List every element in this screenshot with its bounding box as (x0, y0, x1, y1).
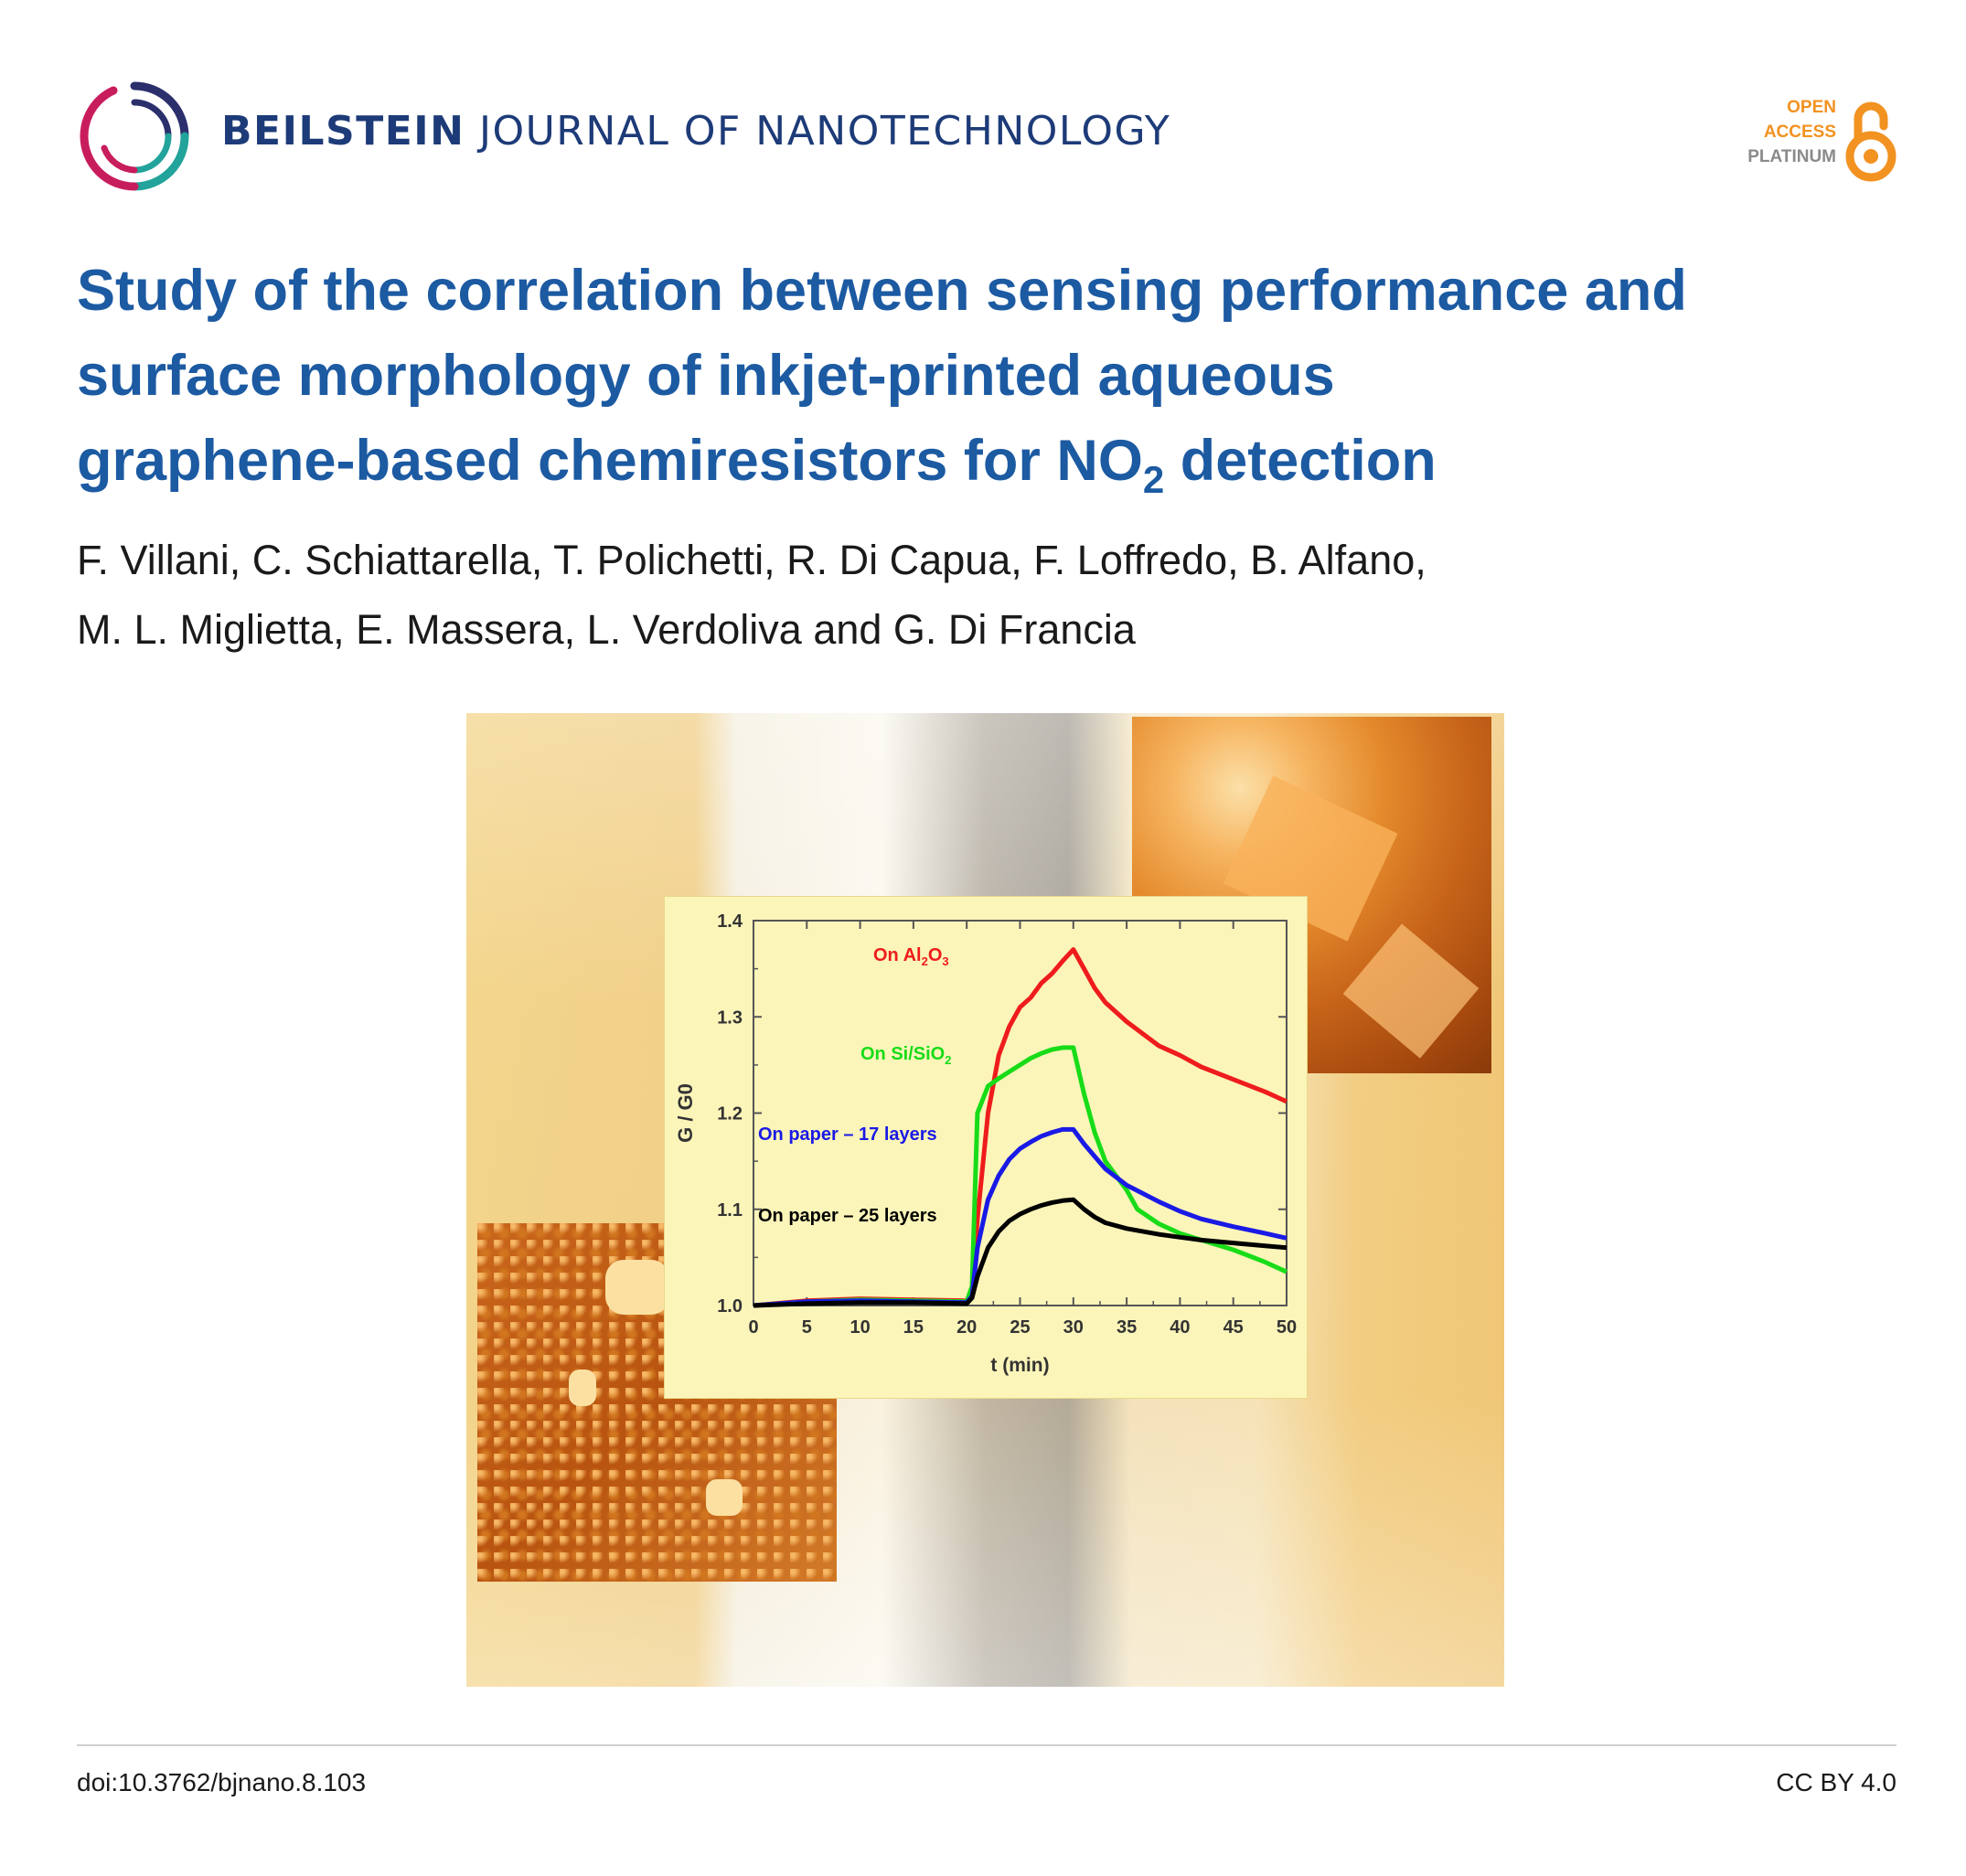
x-tick-label: 25 (1010, 1317, 1030, 1338)
series-label-subscript: 2 (945, 1053, 951, 1067)
afm-grain-3 (1342, 923, 1480, 1059)
journal-name: BEILSTEIN JOURNAL OF NANOTECHNOLOGY (221, 108, 1170, 155)
journal-header: BEILSTEIN JOURNAL OF NANOTECHNOLOGY OPEN… (77, 77, 1897, 196)
x-tick-label: 15 (903, 1317, 924, 1338)
x-tick-label: 10 (849, 1317, 870, 1338)
oa-line-open: OPEN (1787, 98, 1836, 117)
y-tick-label: 1.0 (717, 1296, 743, 1316)
open-access-text: OPEN ACCESS PLATINUM (1747, 95, 1836, 169)
plot-area: 0 5 10 15 20 25 30 35 40 45 50 1.0 1.1 1.2 1.3 1.4 t (mi… (674, 911, 1297, 1376)
series-label-subscript: 2 (922, 954, 928, 968)
series-label: On paper – 25 layers (758, 1206, 937, 1226)
graphical-abstract: 0 5 10 15 20 25 30 35 40 45 50 1.0 1.1 1.2 1.3 1.4 t (mi… (466, 713, 1504, 1687)
x-tick-label: 35 (1117, 1317, 1137, 1338)
x-tick-label: 5 (802, 1317, 812, 1338)
series-label-text: O (928, 945, 943, 965)
x-axis-label: t (min) (990, 1355, 1049, 1376)
title-line-1: Study of the correlation between sensing… (77, 259, 1687, 323)
article-title: Study of the correlation between sensing… (77, 249, 1897, 504)
title-line-3: graphene-based chemiresistors for NO2 de… (77, 419, 1897, 504)
series-label-text: On Si/SiO (860, 1044, 945, 1064)
x-tick-label: 0 (748, 1317, 758, 1338)
oa-line-access: ACCESS (1763, 123, 1836, 142)
beilstein-logo-icon (80, 81, 189, 191)
y-tick-label: 1.1 (717, 1200, 743, 1220)
y-axis-label: G / G0 (674, 1083, 697, 1143)
open-access-badge: OPEN ACCESS PLATINUM (1714, 95, 1897, 187)
y-tick-label: 1.4 (717, 911, 743, 932)
afm-bright-cluster-3 (706, 1479, 743, 1516)
afm-bright-cluster-2 (569, 1370, 596, 1406)
series-label: On paper – 17 layers (758, 1125, 937, 1145)
x-tick-label: 50 (1277, 1317, 1297, 1338)
x-tick-label: 40 (1170, 1317, 1190, 1338)
doi-text: doi:10.3762/bjnano.8.103 (77, 1768, 367, 1796)
footer-divider (77, 1744, 1897, 1746)
journal-name-rest: JOURNAL OF NANOTECHNOLOGY (478, 108, 1171, 155)
x-tick-label: 30 (1063, 1317, 1084, 1338)
series-line (753, 1045, 1288, 1308)
authors-line-1: F. Villani, C. Schiattarella, T. Poliche… (77, 537, 1426, 583)
series-label-subscript: 3 (942, 954, 948, 968)
series-label: On Si/SiO2 (860, 1044, 951, 1067)
journal-name-bold: BEILSTEIN (221, 108, 465, 155)
title-line-2: surface morphology of inkjet-printed aqu… (77, 344, 1335, 408)
open-access-lock-icon (1845, 101, 1897, 182)
plot-frame (753, 920, 1288, 1306)
chart-svg: 0 5 10 15 20 25 30 35 40 45 50 1.0 1.1 1.2 1.3 1.4 t (mi… (674, 911, 1297, 1376)
license-text: CC BY 4.0 (1776, 1768, 1897, 1796)
afm-bright-cluster-1 (605, 1260, 669, 1315)
series-line (753, 1197, 1288, 1308)
series-label-text: On paper – 25 layers (758, 1206, 937, 1226)
series-label: On Al2O3 (873, 945, 949, 968)
sensor-response-chart: 0 5 10 15 20 25 30 35 40 45 50 1.0 1.1 1.2 1.3 1.4 t (mi… (664, 896, 1308, 1399)
title-line-3-end: detection (1164, 429, 1437, 493)
series-label-text: On paper – 17 layers (758, 1125, 937, 1145)
y-tick-label: 1.2 (717, 1104, 743, 1125)
series-label-text: On Al (873, 945, 922, 965)
authors-line-2: M. L. Miglietta, E. Massera, L. Verdoliv… (77, 606, 1136, 653)
oa-line-platinum: PLATINUM (1747, 147, 1836, 166)
x-tick-label: 20 (956, 1317, 977, 1338)
title-subscript: 2 (1142, 458, 1165, 501)
y-tick-label: 1.3 (717, 1007, 743, 1028)
author-list: F. Villani, C. Schiattarella, T. Poliche… (77, 526, 1426, 665)
title-line-3-text: graphene-based chemiresistors for NO (77, 429, 1143, 493)
x-tick-label: 45 (1223, 1317, 1244, 1338)
